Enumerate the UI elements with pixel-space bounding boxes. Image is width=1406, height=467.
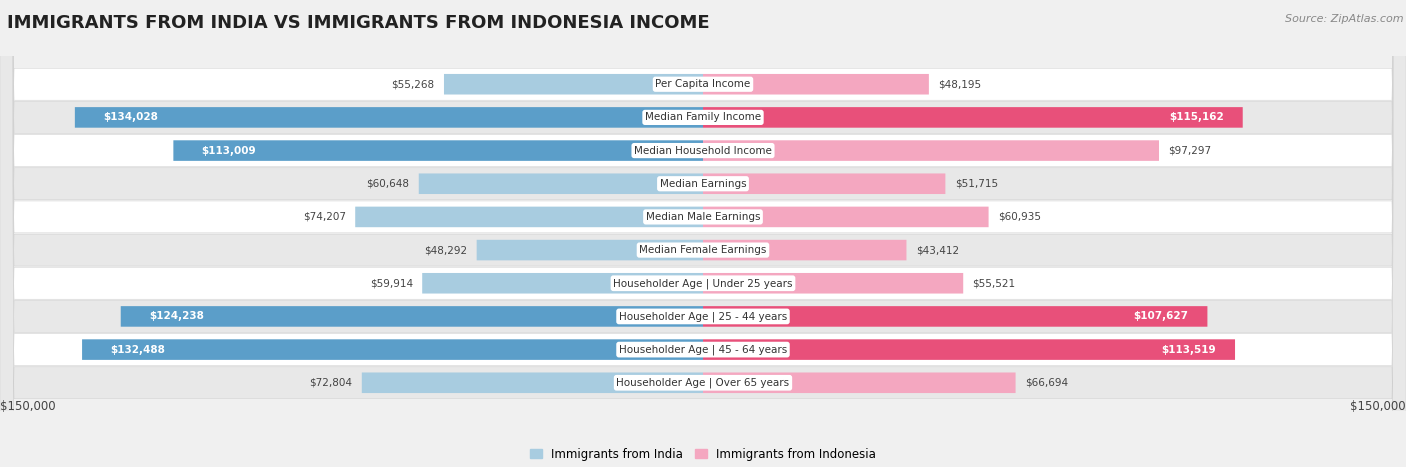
Text: $115,162: $115,162 xyxy=(1170,113,1225,122)
FancyBboxPatch shape xyxy=(703,240,907,261)
Text: $60,935: $60,935 xyxy=(998,212,1040,222)
FancyBboxPatch shape xyxy=(419,173,703,194)
Text: $132,488: $132,488 xyxy=(110,345,165,354)
Text: $55,521: $55,521 xyxy=(973,278,1015,288)
FancyBboxPatch shape xyxy=(703,74,929,94)
Text: $74,207: $74,207 xyxy=(302,212,346,222)
FancyBboxPatch shape xyxy=(361,373,703,393)
FancyBboxPatch shape xyxy=(703,273,963,294)
Text: $113,519: $113,519 xyxy=(1161,345,1216,354)
FancyBboxPatch shape xyxy=(703,373,1015,393)
Text: $72,804: $72,804 xyxy=(309,378,353,388)
FancyBboxPatch shape xyxy=(477,240,703,261)
Text: $43,412: $43,412 xyxy=(915,245,959,255)
FancyBboxPatch shape xyxy=(422,273,703,294)
Text: $66,694: $66,694 xyxy=(1025,378,1069,388)
FancyBboxPatch shape xyxy=(356,206,703,227)
Text: Median Household Income: Median Household Income xyxy=(634,146,772,156)
Text: $48,195: $48,195 xyxy=(938,79,981,89)
Text: Householder Age | Over 65 years: Householder Age | Over 65 years xyxy=(616,377,790,388)
Text: Householder Age | 25 - 44 years: Householder Age | 25 - 44 years xyxy=(619,311,787,322)
Text: $113,009: $113,009 xyxy=(201,146,256,156)
FancyBboxPatch shape xyxy=(703,306,1208,327)
Text: $59,914: $59,914 xyxy=(370,278,413,288)
Text: Per Capita Income: Per Capita Income xyxy=(655,79,751,89)
Text: IMMIGRANTS FROM INDIA VS IMMIGRANTS FROM INDONESIA INCOME: IMMIGRANTS FROM INDIA VS IMMIGRANTS FROM… xyxy=(7,14,710,32)
Text: Median Earnings: Median Earnings xyxy=(659,179,747,189)
Text: Source: ZipAtlas.com: Source: ZipAtlas.com xyxy=(1285,14,1403,24)
FancyBboxPatch shape xyxy=(121,306,703,327)
FancyBboxPatch shape xyxy=(75,107,703,127)
FancyBboxPatch shape xyxy=(703,107,1243,127)
Legend: Immigrants from India, Immigrants from Indonesia: Immigrants from India, Immigrants from I… xyxy=(526,443,880,466)
Text: $97,297: $97,297 xyxy=(1168,146,1212,156)
Text: Householder Age | Under 25 years: Householder Age | Under 25 years xyxy=(613,278,793,289)
Text: $60,648: $60,648 xyxy=(367,179,409,189)
Text: $134,028: $134,028 xyxy=(103,113,157,122)
Text: Median Male Earnings: Median Male Earnings xyxy=(645,212,761,222)
Text: $107,627: $107,627 xyxy=(1133,311,1188,321)
FancyBboxPatch shape xyxy=(173,140,703,161)
Text: Median Female Earnings: Median Female Earnings xyxy=(640,245,766,255)
FancyBboxPatch shape xyxy=(82,340,703,360)
Text: Median Family Income: Median Family Income xyxy=(645,113,761,122)
FancyBboxPatch shape xyxy=(703,140,1159,161)
FancyBboxPatch shape xyxy=(703,206,988,227)
FancyBboxPatch shape xyxy=(703,173,945,194)
Text: Householder Age | 45 - 64 years: Householder Age | 45 - 64 years xyxy=(619,344,787,355)
Text: $150,000: $150,000 xyxy=(0,400,56,413)
Text: $124,238: $124,238 xyxy=(149,311,204,321)
Text: $51,715: $51,715 xyxy=(955,179,998,189)
Text: $48,292: $48,292 xyxy=(425,245,467,255)
FancyBboxPatch shape xyxy=(703,340,1234,360)
Text: $150,000: $150,000 xyxy=(1350,400,1406,413)
Text: $55,268: $55,268 xyxy=(391,79,434,89)
FancyBboxPatch shape xyxy=(444,74,703,94)
